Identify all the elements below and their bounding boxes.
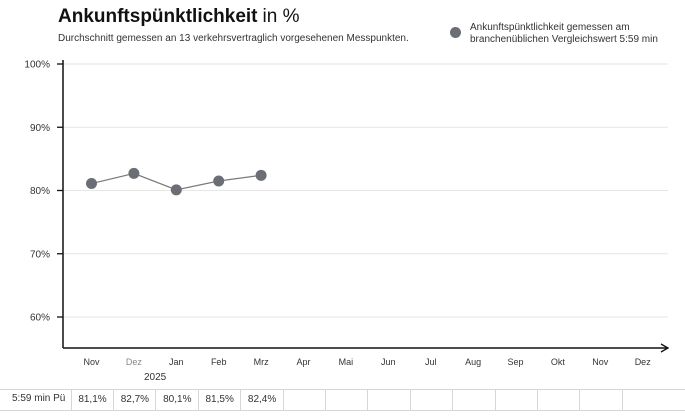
chart-subtitle: Durchschnitt gemessen an 13 verkehrsvert… (58, 33, 409, 44)
values-table-cell (452, 390, 495, 410)
y-tick-label: 60% (30, 313, 50, 324)
x-tick-label: Apr (296, 357, 310, 367)
values-table-cell (282, 390, 326, 410)
y-tick-label: 100% (24, 60, 50, 71)
y-tick-label: 80% (30, 186, 50, 197)
values-table-cell (621, 390, 665, 410)
values-table-cell: 81,5% (197, 390, 241, 410)
values-table-cell (324, 390, 368, 410)
data-point (170, 184, 182, 196)
values-table-cell: 82,7% (112, 390, 156, 410)
data-point (86, 178, 97, 190)
line-chart: 100% 90% 80% 70% 60% Nov Dez Jan Feb Mrz Apr Mai Jun… (24, 60, 670, 383)
x-tick-label: Dez (126, 357, 143, 367)
x-tick-label: Jan (169, 357, 184, 367)
x-tick-label: Sep (507, 357, 523, 367)
x-tick-label: Nov (83, 357, 100, 367)
values-table-row: 5:59 min Pü 81,1% 82,7% 80,1% 81,5% 82,4% (0, 389, 685, 411)
x-tick-label: Feb (211, 357, 227, 367)
y-tick-label: 70% (30, 249, 50, 260)
legend-label: Ankunftspünktlichkeit gemessen am branch… (470, 22, 658, 45)
chart-title-main: Ankunftspünktlichkeit (58, 6, 258, 27)
data-point (128, 167, 140, 179)
data-point (255, 169, 267, 181)
x-tick-label: Mrz (254, 357, 269, 367)
values-table-cell: 81,1% (70, 390, 114, 410)
values-table-cell (536, 390, 580, 410)
chart-title-unit: in % (262, 6, 300, 27)
x-axis-arrow (660, 343, 670, 353)
x-tick-label: Okt (551, 357, 566, 367)
values-table-cell (579, 390, 622, 410)
values-table-row-label: 5:59 min Pü (12, 393, 66, 404)
values-table-cell (367, 390, 410, 410)
x-tick-label: Jun (381, 357, 396, 367)
x-tick-label: Aug (465, 357, 481, 367)
chart-title: Ankunftspünktlichkeit in % (58, 6, 299, 28)
x-tick-label: Mai (339, 357, 354, 367)
x-year-label: 2025 (144, 372, 167, 383)
legend-marker (450, 27, 461, 38)
values-table-cell (494, 390, 538, 410)
y-tick-label: 90% (30, 123, 50, 134)
values-table-cell: 82,4% (240, 390, 283, 410)
x-tick-label: Nov (592, 357, 609, 367)
x-tick-label: Jul (425, 357, 437, 367)
x-tick-label: Dez (635, 357, 652, 367)
values-table-cell: 80,1% (155, 390, 198, 410)
values-table-cell (409, 390, 453, 410)
data-point (213, 175, 225, 187)
